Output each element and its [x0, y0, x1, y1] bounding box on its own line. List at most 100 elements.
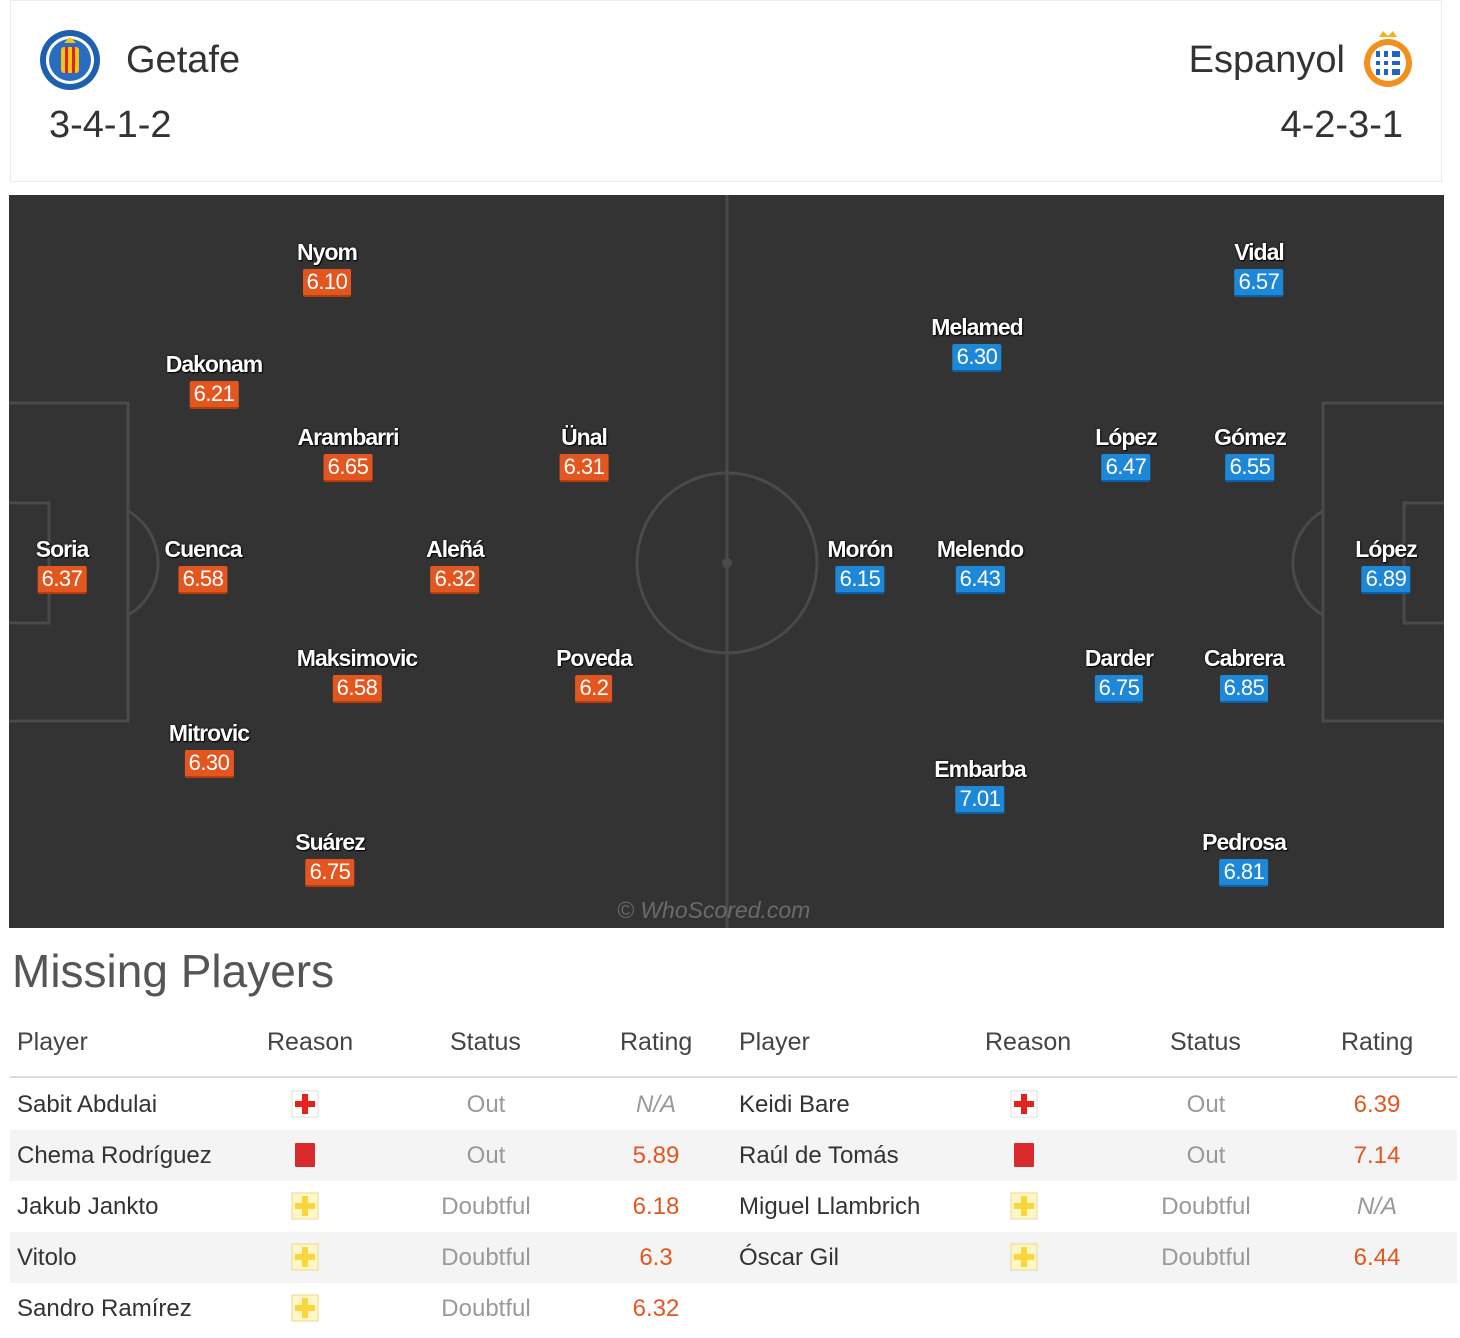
home-player[interactable]: Soria 6.37 — [36, 536, 89, 594]
pitch-markings — [9, 195, 1444, 928]
home-player[interactable]: Ünal 6.31 — [559, 424, 609, 482]
missing-status: Doubtful — [1161, 1244, 1251, 1271]
player-rating: 6.30 — [952, 344, 1002, 372]
home-player[interactable]: Cuenca 6.58 — [164, 536, 243, 594]
player-rating: 6.31 — [559, 454, 609, 482]
header-reason: Reason — [985, 1028, 1072, 1056]
player-rating: 6.57 — [1234, 269, 1284, 297]
header-rating: Rating — [620, 1028, 693, 1056]
home-formation: 3-4-1-2 — [49, 104, 172, 146]
player-name: Mitrovic — [168, 720, 250, 746]
header-rating: Rating — [1341, 1028, 1414, 1056]
away-player[interactable]: Cabrera 6.85 — [1204, 645, 1285, 703]
player-name: Pedrosa — [1202, 829, 1287, 855]
player-name: Melamed — [931, 314, 1023, 340]
player-name: Vidal — [1234, 239, 1285, 265]
away-player[interactable]: Vidal 6.57 — [1234, 239, 1285, 297]
player-name: Arambarri — [297, 424, 400, 450]
doubtful-icon — [291, 1192, 319, 1220]
table-row: Chema Rodríguez Out 5.89 Raúl de Tomás O… — [10, 1130, 1457, 1181]
away-player[interactable]: Melamed 6.30 — [931, 314, 1024, 372]
player-name: Gómez — [1214, 424, 1287, 450]
home-missing-player[interactable]: Sandro Ramírez — [17, 1295, 192, 1322]
player-rating: 6.32 — [430, 566, 480, 594]
player-name: Embarba — [934, 756, 1026, 782]
player-name: López — [1355, 536, 1417, 562]
missing-rating: 5.89 — [632, 1142, 680, 1169]
table-row: Sandro Ramírez Doubtful 6.32 — [10, 1283, 1457, 1334]
red-card-icon — [295, 1143, 315, 1167]
home-player[interactable]: Maksimovic 6.58 — [296, 645, 418, 703]
player-name: Cuenca — [164, 536, 242, 562]
home-player[interactable]: Nyom 6.10 — [297, 239, 358, 297]
player-name: López — [1095, 424, 1157, 450]
away-player[interactable]: López 6.47 — [1095, 424, 1158, 482]
getafe-crest-icon — [40, 30, 100, 90]
home-missing-player[interactable]: Vitolo — [17, 1244, 77, 1271]
player-rating: 7.01 — [955, 786, 1005, 814]
missing-status: Doubtful — [1161, 1193, 1251, 1220]
home-player[interactable]: Poveda 6.2 — [556, 645, 633, 703]
player-name: Darder — [1084, 645, 1154, 671]
home-player[interactable]: Aleñá 6.32 — [426, 536, 485, 594]
header-status: Status — [1170, 1028, 1241, 1056]
player-rating: 6.37 — [37, 566, 87, 594]
table-header: Player Reason Status Rating Player Reaso… — [10, 1020, 1457, 1078]
home-player[interactable]: Mitrovic 6.30 — [168, 720, 250, 778]
player-name: Poveda — [556, 645, 633, 671]
home-player[interactable]: Suárez 6.75 — [295, 829, 366, 887]
missing-rating: N/A — [1356, 1193, 1398, 1220]
injury-icon — [1010, 1090, 1038, 1118]
home-player[interactable]: Arambarri 6.65 — [298, 424, 399, 482]
away-player[interactable]: Morón 6.15 — [827, 536, 894, 594]
player-name: Aleñá — [426, 536, 485, 562]
injury-icon — [291, 1090, 319, 1118]
player-rating: 6.85 — [1219, 675, 1269, 703]
table-row: Jakub Jankto Doubtful 6.18 Miguel Llambr… — [10, 1181, 1457, 1232]
missing-rating: 7.14 — [1353, 1142, 1401, 1169]
away-missing-player[interactable]: Miguel Llambrich — [739, 1193, 921, 1220]
player-rating: 6.58 — [178, 566, 228, 594]
player-name: Cabrera — [1204, 645, 1285, 671]
doubtful-icon — [1010, 1243, 1038, 1271]
away-missing-player[interactable]: Óscar Gil — [739, 1244, 840, 1271]
away-missing-player[interactable]: Keidi Bare — [739, 1091, 850, 1118]
away-missing-player[interactable]: Raúl de Tomás — [739, 1142, 899, 1169]
home-missing-player[interactable]: Jakub Jankto — [17, 1193, 159, 1220]
missing-status: Out — [466, 1091, 506, 1118]
header-player: Player — [739, 1028, 810, 1056]
home-missing-player[interactable]: Sabit Abdulai — [17, 1091, 158, 1118]
espanyol-crest-icon — [1364, 31, 1412, 87]
missing-rating: 6.3 — [639, 1244, 673, 1271]
header-status: Status — [450, 1028, 521, 1056]
missing-players-title: Missing Players — [12, 945, 335, 997]
player-rating: 6.2 — [575, 675, 613, 703]
missing-rating: 6.39 — [1353, 1091, 1401, 1118]
player-name: Morón — [827, 536, 893, 562]
player-rating: 6.47 — [1101, 454, 1151, 482]
home-team-name[interactable]: Getafe — [126, 39, 241, 81]
player-rating: 6.58 — [332, 675, 382, 703]
away-player[interactable]: Melendo 6.43 — [937, 536, 1024, 594]
player-rating: 6.89 — [1361, 566, 1411, 594]
home-missing-player[interactable]: Chema Rodríguez — [17, 1142, 212, 1169]
home-player[interactable]: Dakonam 6.21 — [166, 351, 263, 409]
away-player[interactable]: López 6.89 — [1355, 536, 1418, 594]
doubtful-icon — [1010, 1192, 1038, 1220]
away-player[interactable]: Gómez 6.55 — [1214, 424, 1287, 482]
table-row: Vitolo Doubtful 6.3 Óscar Gil Doubtful 6… — [10, 1232, 1457, 1283]
away-player[interactable]: Embarba 7.01 — [934, 756, 1027, 814]
header-player: Player — [17, 1028, 88, 1056]
away-player[interactable]: Pedrosa 6.81 — [1202, 829, 1287, 887]
player-rating: 6.21 — [189, 381, 239, 409]
player-name: Maksimovic — [296, 645, 418, 671]
away-team-name[interactable]: Espanyol — [1188, 39, 1345, 81]
player-name: Suárez — [295, 829, 365, 855]
player-rating: 6.75 — [1094, 675, 1144, 703]
player-name: Dakonam — [165, 351, 264, 377]
doubtful-icon — [291, 1243, 319, 1271]
missing-rating: N/A — [635, 1091, 677, 1118]
away-player[interactable]: Darder 6.75 — [1084, 645, 1154, 703]
player-name: Ünal — [561, 424, 608, 450]
player-name: Nyom — [297, 239, 358, 265]
